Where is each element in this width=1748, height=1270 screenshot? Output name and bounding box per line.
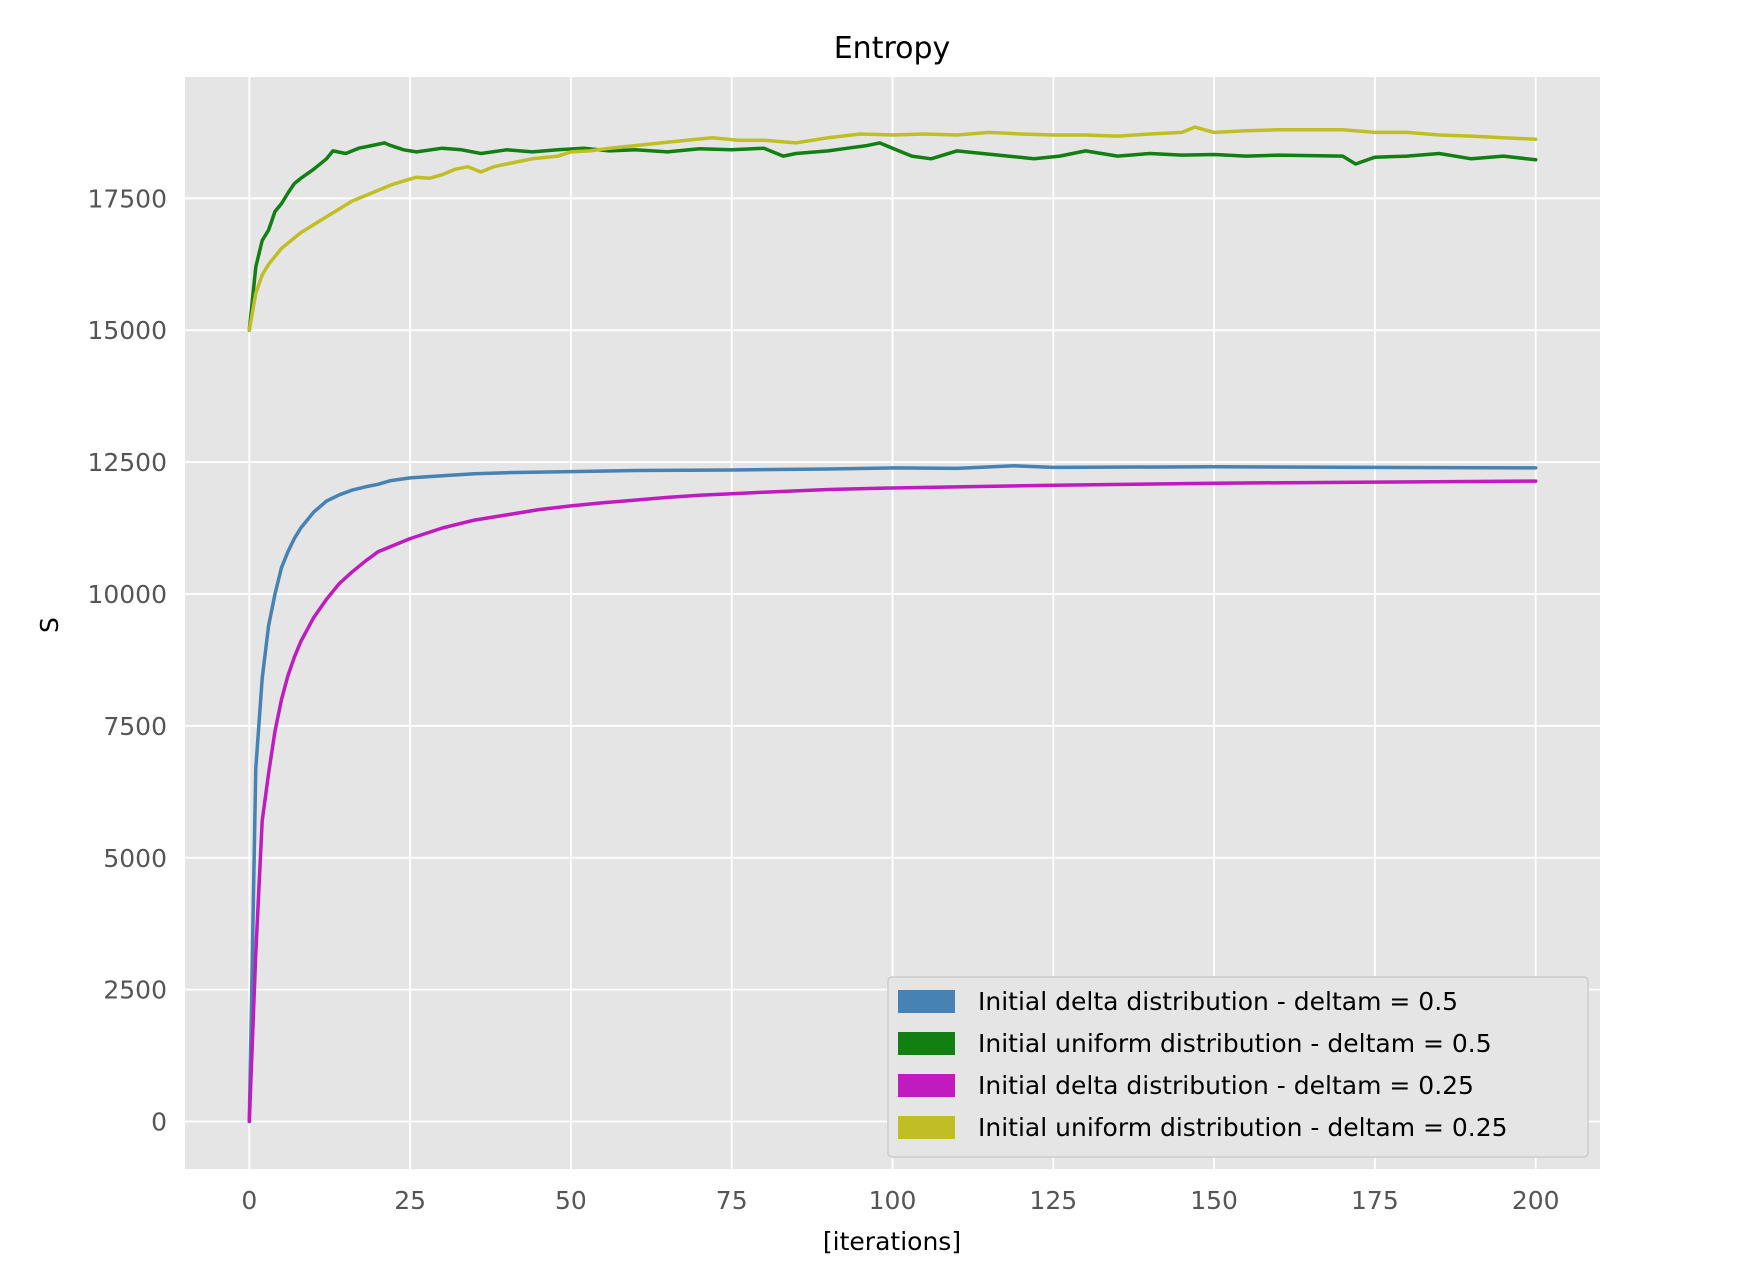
x-tick-label: 50	[555, 1186, 587, 1215]
legend-swatch	[898, 1032, 955, 1055]
legend-entry: Initial delta distribution - deltam = 0.…	[898, 1071, 1474, 1100]
y-tick-label: 0	[151, 1108, 167, 1137]
legend-entry: Initial delta distribution - deltam = 0.…	[898, 987, 1458, 1016]
y-tick-label: 12500	[87, 448, 167, 477]
x-tick-label: 0	[241, 1186, 257, 1215]
legend-label: Initial uniform distribution - deltam = …	[978, 1029, 1492, 1058]
x-tick-label: 125	[1029, 1186, 1077, 1215]
legend-swatch	[898, 1116, 955, 1139]
series-line-2	[247, 141, 1538, 332]
series-line-1	[247, 464, 1538, 1124]
series-line-4	[247, 125, 1538, 332]
y-tick-label: 10000	[87, 580, 167, 609]
x-tick-label: 200	[1512, 1186, 1560, 1215]
series-line-3	[247, 479, 1538, 1124]
y-axis-label: S	[35, 617, 64, 633]
legend-label: Initial delta distribution - deltam = 0.…	[978, 987, 1458, 1016]
legend-entry: Initial uniform distribution - deltam = …	[898, 1113, 1508, 1142]
legend-swatch	[898, 990, 955, 1013]
legend: Initial delta distribution - deltam = 0.…	[887, 976, 1589, 1158]
y-tick-label: 15000	[87, 316, 167, 345]
x-tick-label: 175	[1351, 1186, 1399, 1215]
chart-title: Entropy	[834, 31, 951, 66]
legend-entry: Initial uniform distribution - deltam = …	[898, 1029, 1492, 1058]
tick-labels: 0 25 50 75 100 125 150 175 200 0 2500 5000 7500 10000…	[87, 184, 1559, 1215]
y-tick-label: 17500	[87, 184, 167, 213]
x-tick-label: 150	[1190, 1186, 1238, 1215]
legend-swatch	[898, 1074, 955, 1097]
series-lines	[247, 125, 1538, 1124]
x-tick-label: 100	[869, 1186, 917, 1215]
x-axis-label: [iterations]	[823, 1227, 961, 1256]
x-tick-label: 75	[716, 1186, 748, 1215]
legend-box	[887, 976, 1589, 1158]
y-tick-label: 2500	[103, 976, 167, 1005]
y-tick-label: 5000	[103, 844, 167, 873]
y-tick-label: 7500	[103, 712, 167, 741]
x-tick-label: 25	[394, 1186, 426, 1215]
legend-label: Initial uniform distribution - deltam = …	[978, 1113, 1508, 1142]
legend-label: Initial delta distribution - deltam = 0.…	[978, 1071, 1474, 1100]
